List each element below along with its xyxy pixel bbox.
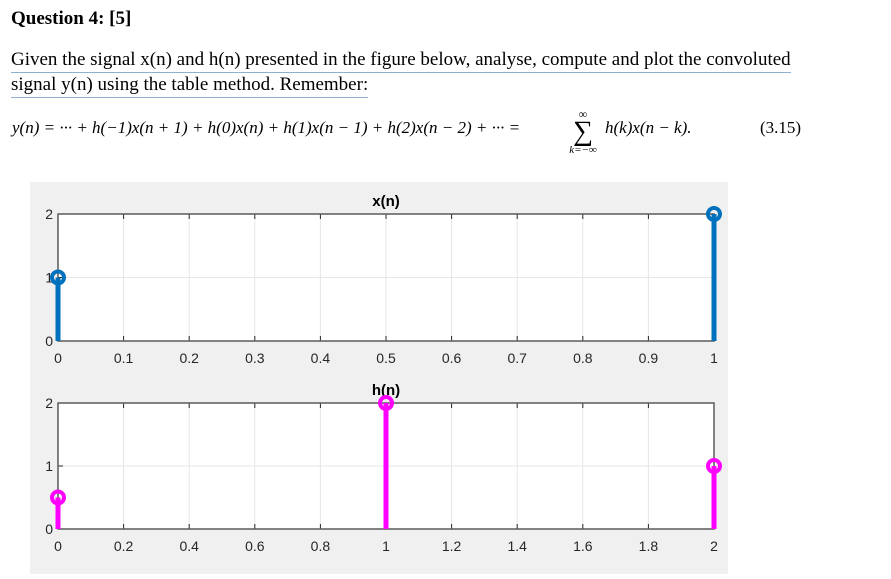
x-tick-label: 0.6 xyxy=(442,350,462,366)
x-tick-label: 0.2 xyxy=(114,538,134,554)
y-tick-label: 1 xyxy=(45,458,53,474)
stem-marker-icon xyxy=(50,489,66,506)
x-tick-label: 1.2 xyxy=(442,538,462,554)
x-tick-label: 1 xyxy=(382,538,390,554)
x-tick-label: 0.1 xyxy=(114,350,134,366)
question-title: Question 4: [5] xyxy=(11,8,132,29)
x-tick-label: 1.8 xyxy=(639,538,659,554)
convolution-equation-lhs: y(n) = ··· + h(−1)x(n + 1) + h(0)x(n) + … xyxy=(12,118,521,137)
y-tick-label: 2 xyxy=(45,206,53,222)
y-tick-label: 1 xyxy=(45,270,53,286)
x-tick-label: 0.4 xyxy=(179,538,199,554)
x-tick-label: 2 xyxy=(710,538,718,554)
matlab-figure: 0 0.1 0.2 0.3 0.4 0.5 0.6 0.7 0.8 0.9 1 0 1 2 x(n) 0 0.2… xyxy=(30,182,728,574)
x-tick-label: 0.8 xyxy=(311,538,331,554)
stem-marker-icon xyxy=(378,395,394,411)
plot-title: h(n) xyxy=(372,382,400,399)
x-tick-label: 0.7 xyxy=(507,350,527,366)
x-tick-label: 0.2 xyxy=(179,350,199,366)
x-tick-label: 0.3 xyxy=(245,350,265,366)
stem-plots: 0 0.1 0.2 0.3 0.4 0.5 0.6 0.7 0.8 0.9 1 0 1 2 x(n) 0 0.2… xyxy=(45,193,722,554)
question-text-line-1: Given the signal x(n) and h(n) presented… xyxy=(11,49,791,73)
x-tick-label: 0 xyxy=(54,350,62,366)
stem-marker-icon xyxy=(50,269,66,286)
sum-upper-limit: ∞ xyxy=(578,107,588,121)
equation-number: (3.15) xyxy=(760,118,802,137)
summation-symbol: ∞ ∑ k=−∞ xyxy=(563,108,603,156)
convolution-equation-rhs: h(k)x(n − k). xyxy=(605,118,692,137)
x-tick-label: 0.5 xyxy=(376,350,396,366)
y-tick-label: 0 xyxy=(45,521,53,537)
y-tick-label: 2 xyxy=(45,395,53,411)
x-tick-label: 1.6 xyxy=(573,538,593,554)
stem-marker-icon xyxy=(706,206,722,222)
x-tick-label: 0.9 xyxy=(639,350,659,366)
x-tick-label: 0.6 xyxy=(245,538,265,554)
sum-lower-limit: k=−∞ xyxy=(569,144,597,156)
question-text-line-2: signal y(n) using the table method. Reme… xyxy=(11,74,369,98)
y-tick-label: 0 xyxy=(45,333,53,349)
sigma-icon: ∑ xyxy=(573,116,593,147)
x-tick-label: 0.4 xyxy=(311,350,331,366)
stem-marker-icon xyxy=(706,458,722,474)
x-tick-label: 1 xyxy=(710,350,718,366)
plot-title: x(n) xyxy=(372,193,400,210)
x-tick-label: 0 xyxy=(54,538,62,554)
x-tick-label: 0.8 xyxy=(573,350,593,366)
x-tick-label: 1.4 xyxy=(507,538,527,554)
